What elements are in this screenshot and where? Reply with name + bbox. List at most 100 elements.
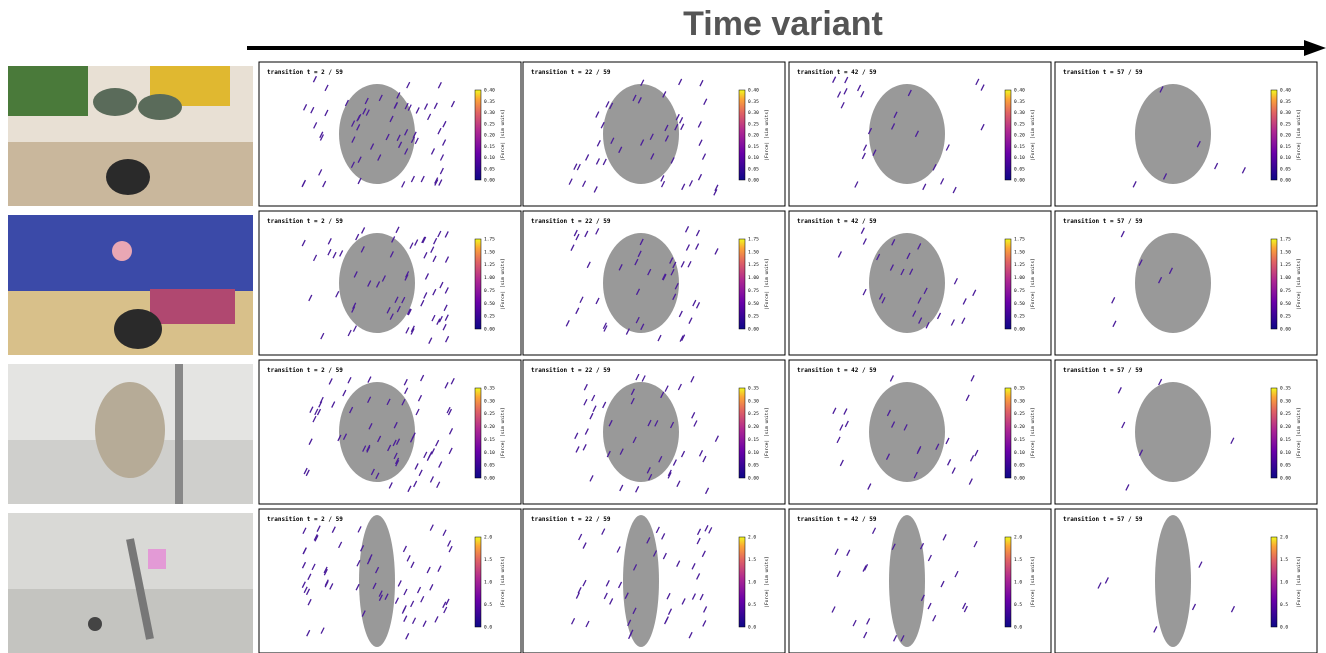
force-arrow (375, 281, 381, 288)
force-arrow (401, 181, 406, 188)
force-arrow (431, 314, 436, 322)
force-arrow (900, 268, 905, 276)
force-arrow (302, 547, 307, 554)
force-arrow (839, 459, 844, 467)
point-cloud (339, 84, 415, 184)
force-arrow (426, 566, 431, 574)
force-arrow (658, 455, 663, 463)
force-arrow (342, 433, 348, 440)
force-arrow (586, 261, 591, 269)
force-arrow (1153, 626, 1158, 633)
force-arrow (601, 528, 606, 535)
force-arrow (699, 79, 704, 87)
force-arrow (568, 178, 573, 185)
force-arrow (324, 84, 329, 92)
colorbar-tick: 0.15 (1014, 437, 1025, 443)
force-arrow (592, 405, 597, 412)
colorbar-tick: 0.15 (484, 144, 495, 150)
panel: transition t = 2 / 59 2.0 1.5 1.0 0.5 0.0 |For… (258, 508, 522, 653)
force-arrow (337, 434, 342, 442)
force-arrow (889, 264, 894, 271)
force-arrow (384, 593, 389, 600)
force-arrow (695, 302, 701, 309)
colorbar-tick: 0.50 (484, 301, 495, 307)
force-arrow (917, 297, 922, 304)
force-arrow (646, 467, 651, 474)
force-arrow (698, 450, 704, 457)
force-arrow (439, 281, 444, 289)
force-arrow (664, 124, 669, 132)
force-arrow (834, 548, 839, 556)
colorbar-tick: 0.20 (1280, 424, 1291, 430)
force-arrow (385, 133, 390, 141)
colorbar-tick: 0.00 (1280, 476, 1291, 482)
panel: transition t = 2 / 59 0.40 0.35 0.30 0.25 0.2… (258, 61, 522, 207)
force-arrow (678, 310, 683, 318)
force-arrow (912, 310, 917, 317)
force-arrow (430, 246, 435, 253)
force-arrow (605, 101, 610, 108)
force-arrow (660, 391, 665, 399)
force-arrow (968, 478, 973, 485)
colorbar-tick: 0.20 (484, 424, 495, 430)
force-arrow (664, 135, 669, 142)
force-arrow (670, 157, 675, 164)
force-arrow (606, 450, 611, 458)
colorbar-tick: 0.10 (1014, 155, 1025, 161)
colorbar-label: |Force| [sim units] (764, 258, 770, 309)
force-arrow (681, 334, 686, 341)
force-arrow (657, 334, 662, 342)
pot (114, 309, 162, 349)
force-arrow (405, 327, 410, 334)
force-arrow (443, 304, 448, 312)
colorbar-tick: 0.10 (1014, 450, 1025, 456)
panel-label: transition t = 2 / 59 (267, 367, 343, 374)
force-arrow (942, 533, 947, 541)
force-arrow (917, 446, 922, 453)
force-arrow (303, 467, 308, 475)
force-arrow (676, 560, 681, 567)
outlet (88, 617, 102, 631)
colorbar-tick: 0.25 (484, 121, 495, 127)
force-arrow (403, 615, 408, 622)
force-arrow (1241, 167, 1246, 174)
colorbar-tick: 0.30 (748, 398, 759, 404)
colorbar-label: |Force| [sim units] (1030, 556, 1036, 607)
force-arrow (913, 471, 918, 479)
force-arrow (889, 375, 894, 382)
colorbar-tick: 0.25 (1280, 411, 1291, 417)
force-arrow (579, 296, 584, 304)
force-arrow (410, 600, 415, 608)
force-arrow (1097, 582, 1102, 589)
force-arrow (356, 114, 361, 122)
force-arrow (443, 606, 448, 614)
force-arrow (952, 186, 957, 194)
force-arrow (574, 432, 579, 440)
colorbar-tick: 1.0 (1014, 580, 1022, 586)
force-arrow (423, 252, 428, 259)
force-arrow (837, 251, 842, 258)
force-arrow (595, 111, 600, 118)
force-arrow (584, 428, 589, 435)
force-arrow (863, 631, 868, 639)
force-arrow (442, 139, 447, 146)
force-arrow (396, 134, 401, 142)
point-cloud (1155, 515, 1191, 647)
colorbar-tick: 0.20 (748, 424, 759, 430)
colorbar-tick: 0.35 (484, 99, 495, 105)
colorbar-tick: 0.20 (748, 133, 759, 139)
force-arrow (313, 534, 318, 541)
force-arrow (891, 543, 896, 551)
colorbar-tick: 1.25 (748, 262, 759, 268)
force-arrow (980, 123, 985, 131)
colorbar-label: |Force| [sim units] (1296, 258, 1302, 309)
force-arrow (357, 156, 362, 163)
force-arrow (312, 254, 318, 262)
force-arrow (444, 287, 449, 294)
panel-label: transition t = 57 / 59 (1063, 218, 1143, 225)
colorbar-tick: 0.15 (1014, 144, 1025, 150)
force-arrow (1191, 603, 1197, 611)
force-arrow (426, 113, 432, 121)
force-arrow (672, 459, 677, 466)
force-arrow (632, 564, 638, 571)
